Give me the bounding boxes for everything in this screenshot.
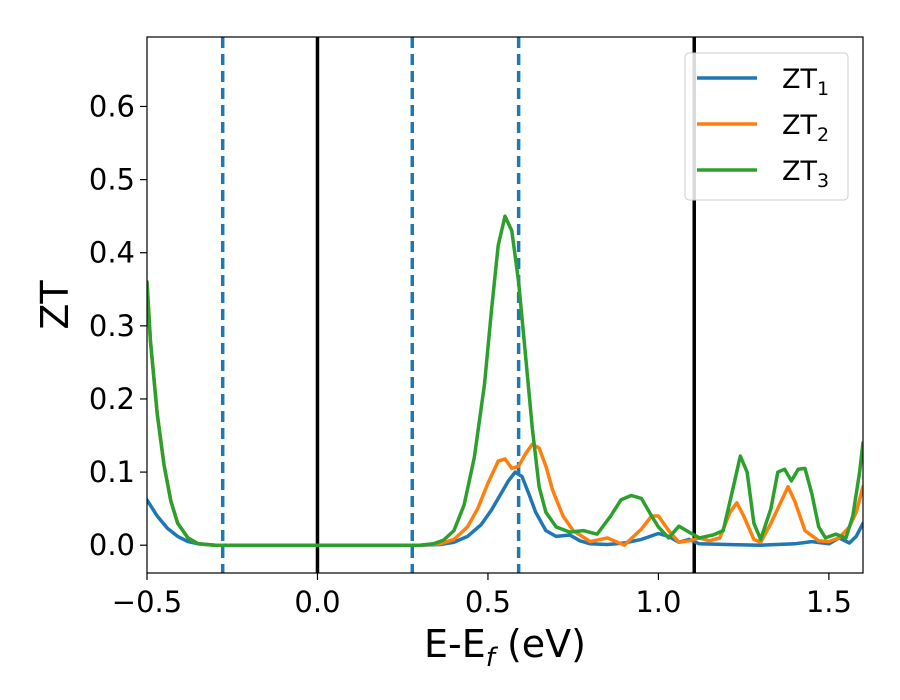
data-series <box>147 214 863 547</box>
legend-label-zt2: ZT2 <box>782 110 829 146</box>
legend: ZT1 ZT2 ZT3 <box>684 52 849 201</box>
y-axis-label: ZT <box>33 280 77 330</box>
y-tick-label: 0.2 <box>89 382 135 416</box>
x-tick-label: −0.5 <box>112 585 182 619</box>
x-tick-label: 1.0 <box>635 585 681 619</box>
y-tick-label: 0.1 <box>89 455 135 489</box>
legend-box <box>684 52 849 201</box>
series-line-zt3 <box>147 214 863 547</box>
y-tick-label: 0.0 <box>89 528 135 562</box>
x-tick-label: 0.0 <box>294 585 340 619</box>
x-tick-label: 1.5 <box>806 585 852 619</box>
y-tick-label: 0.6 <box>89 89 135 123</box>
y-tick-label: 0.5 <box>89 163 135 197</box>
y-tick-label: 0.4 <box>89 236 135 270</box>
y-axis-ticks: 0.0 0.1 0.2 0.3 0.4 0.5 0.6 <box>89 89 147 562</box>
y-tick-label: 0.3 <box>89 309 135 343</box>
x-axis-label: E-Ef (eV) <box>424 622 586 673</box>
x-tick-label: 0.5 <box>465 585 511 619</box>
plot-frame <box>146 36 864 574</box>
x-axis-ticks: −0.5 0.0 0.5 1.0 1.5 <box>112 573 852 619</box>
legend-label-zt1: ZT1 <box>782 64 829 100</box>
legend-label-zt3: ZT3 <box>782 156 829 192</box>
